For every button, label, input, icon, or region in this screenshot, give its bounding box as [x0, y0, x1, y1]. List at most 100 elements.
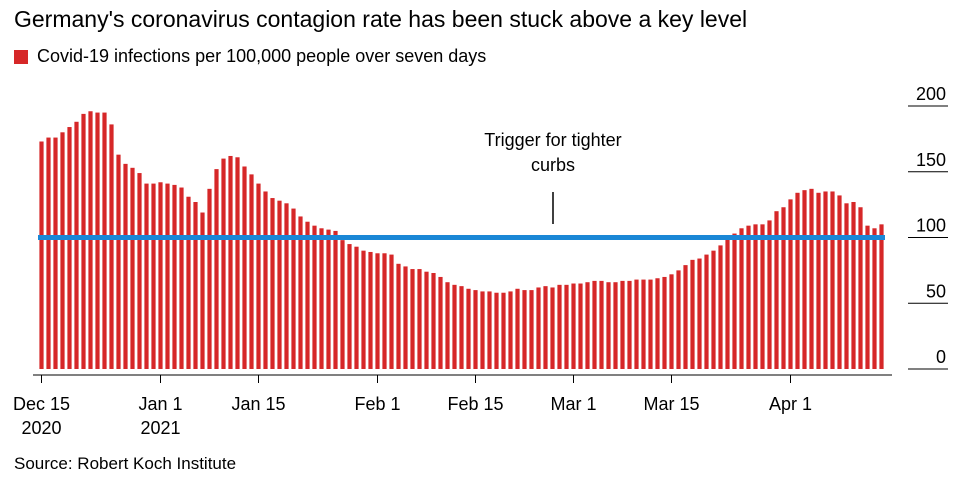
bar — [186, 196, 191, 369]
x-tick-label: Jan 15 — [231, 394, 285, 414]
bar — [487, 291, 492, 369]
bar — [312, 225, 317, 369]
bar — [291, 208, 296, 369]
bar — [410, 269, 415, 369]
bar — [816, 192, 821, 369]
bar — [480, 291, 485, 369]
bar — [704, 254, 709, 369]
bar — [263, 191, 268, 369]
bar — [277, 200, 282, 369]
bar — [767, 220, 772, 369]
bar — [305, 221, 310, 369]
x-tick-label: Dec 15 — [13, 394, 70, 414]
bar — [606, 282, 611, 369]
bar — [389, 254, 394, 369]
bar — [788, 199, 793, 369]
bar — [494, 292, 499, 369]
y-tick-label: 0 — [936, 347, 946, 367]
bar — [158, 182, 163, 369]
bar — [438, 276, 443, 369]
bar — [620, 280, 625, 369]
bar — [872, 228, 877, 369]
y-tick-label: 200 — [916, 84, 946, 104]
bar — [284, 203, 289, 369]
bar — [242, 166, 247, 369]
bar — [88, 111, 93, 369]
bar — [221, 158, 226, 369]
bar — [200, 212, 205, 369]
x-axis: Dec 15 2020 Jan 1 2021 Jan 15 Feb 1 Feb 15 Mar … — [13, 375, 812, 438]
bar — [501, 292, 506, 369]
bar — [137, 173, 142, 369]
bar — [837, 195, 842, 369]
chart-title: Germany's coronavirus contagion rate has… — [14, 6, 748, 32]
bar — [578, 283, 583, 369]
bar — [459, 286, 464, 369]
x-tick-year-label: 2020 — [21, 418, 61, 438]
bar — [543, 286, 548, 369]
bar — [151, 183, 156, 369]
bar — [375, 253, 380, 369]
bar — [207, 188, 212, 369]
bar — [585, 282, 590, 369]
bar — [683, 265, 688, 369]
bar — [690, 259, 695, 369]
bar — [228, 155, 233, 369]
bar — [249, 174, 254, 369]
bar — [781, 207, 786, 369]
bar — [417, 269, 422, 369]
bar — [382, 253, 387, 369]
bar — [81, 113, 86, 369]
bar — [669, 274, 674, 369]
bar — [67, 127, 72, 369]
bar — [165, 183, 170, 369]
bar — [354, 246, 359, 369]
bar — [732, 233, 737, 369]
bar — [851, 202, 856, 369]
bar — [431, 273, 436, 369]
bar — [879, 224, 884, 369]
bars-group — [39, 111, 884, 370]
bar — [116, 154, 121, 369]
x-tick-label: Feb 1 — [354, 394, 400, 414]
bar — [74, 121, 79, 369]
legend: Covid-19 infections per 100,000 people o… — [14, 46, 486, 67]
source-note: Source: Robert Koch Institute — [14, 454, 237, 473]
bar — [865, 225, 870, 369]
bar — [193, 202, 198, 369]
bar — [95, 112, 100, 369]
x-tick-label: Mar 15 — [643, 394, 699, 414]
bar — [662, 276, 667, 369]
y-axis: 0 50 100 150 200 — [908, 84, 948, 370]
bar — [102, 112, 107, 369]
y-tick-label: 50 — [926, 281, 946, 301]
bar — [319, 228, 324, 369]
threshold-label-line2: curbs — [531, 155, 575, 175]
bar — [60, 132, 65, 369]
bar — [774, 211, 779, 369]
bar — [739, 228, 744, 369]
x-tick-label: Mar 1 — [550, 394, 596, 414]
legend-label: Covid-19 infections per 100,000 people o… — [37, 46, 487, 66]
bar — [802, 190, 807, 369]
bar — [39, 141, 44, 369]
bar — [445, 282, 450, 369]
bar — [753, 224, 758, 369]
bar — [144, 183, 149, 369]
bar — [46, 137, 51, 369]
bar — [823, 191, 828, 369]
bar — [424, 271, 429, 369]
x-tick-label: Feb 15 — [447, 394, 503, 414]
bar — [515, 288, 520, 369]
bar — [634, 279, 639, 369]
bar — [718, 245, 723, 369]
bar — [830, 191, 835, 369]
bar — [697, 258, 702, 369]
bar — [592, 280, 597, 369]
bar — [725, 237, 730, 369]
bar — [361, 250, 366, 369]
bar — [550, 287, 555, 369]
bar — [53, 137, 58, 369]
bar — [256, 183, 261, 369]
legend-swatch — [14, 49, 28, 64]
